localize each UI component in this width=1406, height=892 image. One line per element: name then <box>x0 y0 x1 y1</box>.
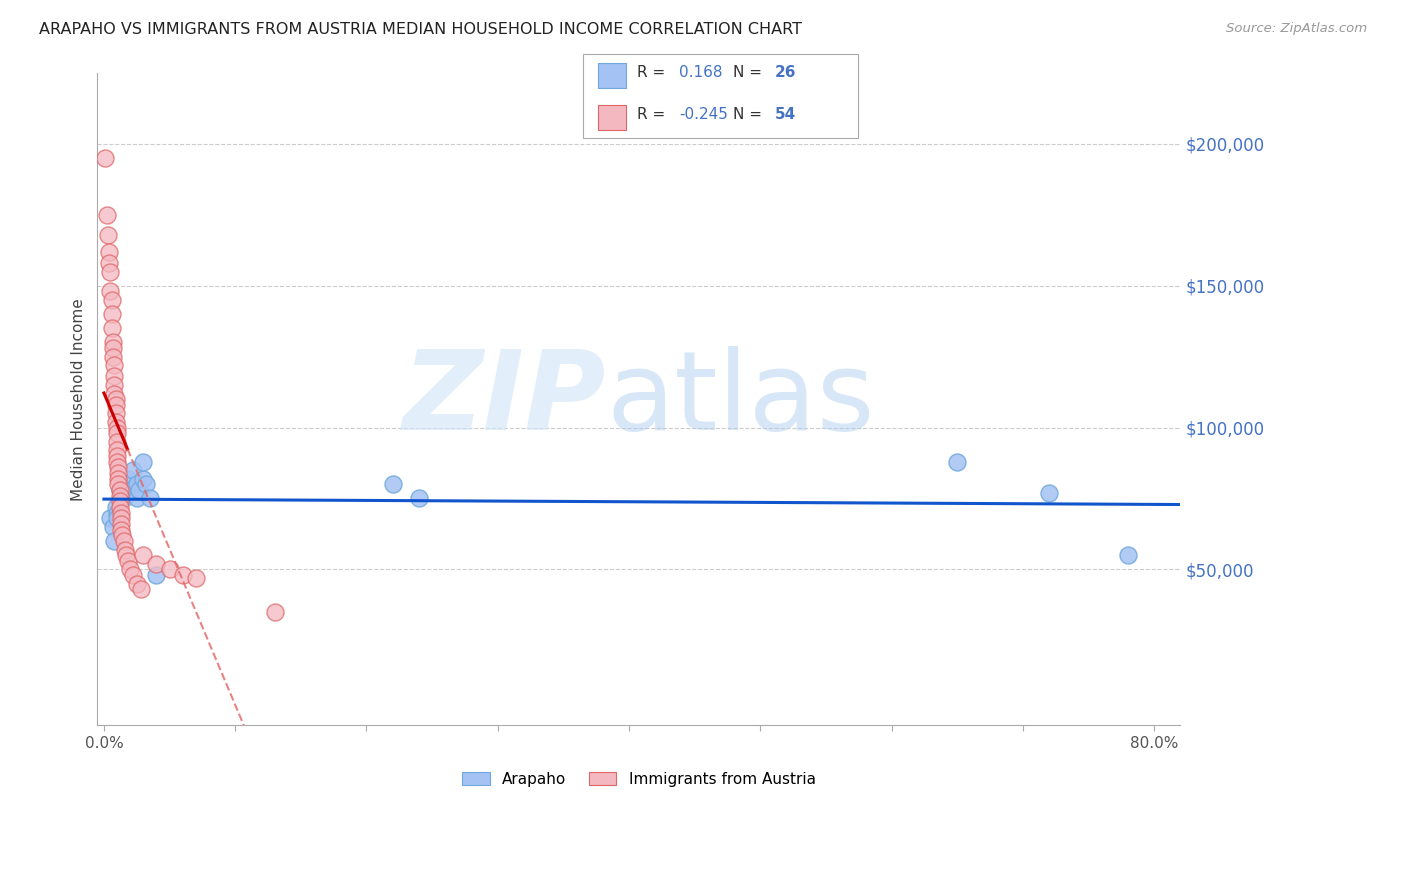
Point <box>108 483 131 497</box>
Point <box>110 511 132 525</box>
Point <box>107 472 129 486</box>
Point <box>117 472 139 486</box>
Text: R =: R = <box>637 65 665 80</box>
Point <box>104 415 127 429</box>
Point <box>105 443 128 458</box>
Point <box>125 477 148 491</box>
Point <box>128 483 150 497</box>
Point <box>101 335 124 350</box>
Point <box>145 568 167 582</box>
Point <box>101 321 124 335</box>
Point <box>132 454 155 468</box>
Point <box>120 562 142 576</box>
Point <box>114 477 136 491</box>
Point <box>110 523 132 537</box>
Point <box>1116 548 1139 562</box>
Point <box>112 534 135 549</box>
Point <box>120 483 142 497</box>
Point <box>100 285 122 299</box>
Point <box>115 548 138 562</box>
Text: -0.245: -0.245 <box>679 107 728 122</box>
Point <box>103 358 125 372</box>
Point <box>105 426 128 441</box>
Point <box>108 489 131 503</box>
Point <box>107 466 129 480</box>
Point <box>946 454 969 468</box>
Point <box>135 477 157 491</box>
Point <box>98 256 121 270</box>
Point <box>139 491 162 506</box>
Point <box>105 511 128 525</box>
Text: 0.168: 0.168 <box>679 65 723 80</box>
Point <box>101 350 124 364</box>
Point <box>101 293 124 307</box>
Legend: Arapaho, Immigrants from Austria: Arapaho, Immigrants from Austria <box>456 765 823 793</box>
Point <box>263 605 285 619</box>
Point <box>104 500 127 514</box>
Point <box>103 386 125 401</box>
Point <box>129 582 152 597</box>
Point <box>97 227 120 242</box>
Point <box>125 491 148 506</box>
Point <box>108 494 131 508</box>
Point <box>103 369 125 384</box>
Point <box>104 392 127 407</box>
Text: ZIP: ZIP <box>404 346 606 452</box>
Point <box>94 151 117 165</box>
Point <box>100 264 122 278</box>
Point <box>105 506 128 520</box>
Point <box>111 528 134 542</box>
Point <box>110 516 132 531</box>
Point <box>125 576 148 591</box>
Point <box>105 434 128 449</box>
Point <box>132 472 155 486</box>
Point <box>117 554 139 568</box>
Point <box>121 463 143 477</box>
Point <box>159 562 181 576</box>
Point <box>103 378 125 392</box>
Point <box>108 500 131 514</box>
Point <box>104 398 127 412</box>
Point <box>172 568 194 582</box>
Point <box>98 244 121 259</box>
Text: N =: N = <box>733 65 762 80</box>
Text: 26: 26 <box>775 65 796 80</box>
Point <box>381 477 404 491</box>
Text: N =: N = <box>733 107 762 122</box>
Point <box>101 520 124 534</box>
Point <box>121 568 143 582</box>
Point <box>105 449 128 463</box>
Point <box>108 483 131 497</box>
Text: atlas: atlas <box>606 346 875 452</box>
Point <box>184 571 207 585</box>
Point <box>132 548 155 562</box>
Text: ARAPAHO VS IMMIGRANTS FROM AUSTRIA MEDIAN HOUSEHOLD INCOME CORRELATION CHART: ARAPAHO VS IMMIGRANTS FROM AUSTRIA MEDIA… <box>39 22 803 37</box>
Text: Source: ZipAtlas.com: Source: ZipAtlas.com <box>1226 22 1367 36</box>
Point <box>114 542 136 557</box>
Point <box>112 491 135 506</box>
Point <box>107 477 129 491</box>
Point <box>105 420 128 434</box>
Point <box>110 491 132 506</box>
Text: 54: 54 <box>775 107 796 122</box>
Point <box>110 506 132 520</box>
Point <box>103 534 125 549</box>
Point <box>104 406 127 420</box>
Y-axis label: Median Household Income: Median Household Income <box>72 298 86 500</box>
Point <box>408 491 430 506</box>
Point <box>145 557 167 571</box>
Point <box>101 341 124 355</box>
Point <box>1038 485 1060 500</box>
Text: R =: R = <box>637 107 665 122</box>
Point <box>105 454 128 468</box>
Point <box>100 511 122 525</box>
Point <box>101 307 124 321</box>
Point <box>96 208 118 222</box>
Point <box>107 460 129 475</box>
